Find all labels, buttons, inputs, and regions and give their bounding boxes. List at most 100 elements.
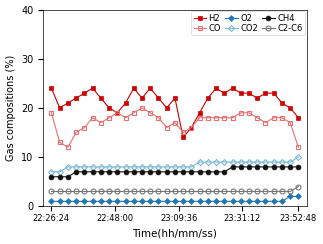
- O2: [288, 195, 292, 198]
- CO: [190, 126, 193, 129]
- C2-C6: [82, 190, 86, 193]
- H2: [198, 111, 202, 114]
- C2-C6: [181, 190, 185, 193]
- H2: [255, 97, 259, 100]
- O2: [107, 200, 111, 203]
- O2: [231, 200, 234, 203]
- CO2: [107, 165, 111, 168]
- H2: [115, 111, 119, 114]
- C2-C6: [272, 190, 276, 193]
- Y-axis label: Gas compositions (%): Gas compositions (%): [5, 55, 16, 161]
- CO: [148, 111, 152, 114]
- CO: [206, 116, 210, 119]
- CO: [165, 126, 169, 129]
- H2: [99, 97, 103, 100]
- H2: [247, 92, 251, 95]
- CO: [222, 116, 226, 119]
- H2: [140, 97, 144, 100]
- CH4: [239, 165, 243, 168]
- CO: [181, 131, 185, 134]
- C2-C6: [91, 190, 95, 193]
- CO2: [247, 161, 251, 163]
- O2: [272, 200, 276, 203]
- CH4: [288, 165, 292, 168]
- CO: [214, 116, 218, 119]
- O2: [190, 200, 193, 203]
- CO: [288, 121, 292, 124]
- H2: [91, 87, 95, 90]
- H2: [165, 106, 169, 109]
- CO2: [132, 165, 136, 168]
- CO: [173, 121, 177, 124]
- CO: [198, 116, 202, 119]
- C2-C6: [264, 190, 267, 193]
- O2: [66, 200, 70, 203]
- CO: [280, 116, 284, 119]
- O2: [99, 200, 103, 203]
- Line: C2-C6: C2-C6: [49, 184, 301, 194]
- C2-C6: [165, 190, 169, 193]
- CH4: [157, 170, 161, 173]
- H2: [190, 126, 193, 129]
- CO: [124, 116, 128, 119]
- CH4: [214, 170, 218, 173]
- CO2: [222, 161, 226, 163]
- CO2: [198, 161, 202, 163]
- CH4: [49, 175, 53, 178]
- O2: [255, 200, 259, 203]
- CO: [272, 116, 276, 119]
- CH4: [190, 170, 193, 173]
- CO: [107, 116, 111, 119]
- O2: [124, 200, 128, 203]
- CO2: [82, 165, 86, 168]
- O2: [198, 200, 202, 203]
- C2-C6: [115, 190, 119, 193]
- H2: [58, 106, 62, 109]
- CO2: [264, 161, 267, 163]
- CO: [49, 111, 53, 114]
- C2-C6: [214, 190, 218, 193]
- H2: [49, 87, 53, 90]
- H2: [132, 87, 136, 90]
- C2-C6: [124, 190, 128, 193]
- CH4: [66, 175, 70, 178]
- O2: [247, 200, 251, 203]
- O2: [206, 200, 210, 203]
- CH4: [58, 175, 62, 178]
- CO2: [190, 165, 193, 168]
- C2-C6: [222, 190, 226, 193]
- CO: [264, 121, 267, 124]
- CO2: [280, 161, 284, 163]
- CO2: [255, 161, 259, 163]
- CO: [231, 116, 234, 119]
- C2-C6: [140, 190, 144, 193]
- C2-C6: [58, 190, 62, 193]
- X-axis label: Time(hh/mm/ss): Time(hh/mm/ss): [132, 228, 217, 238]
- CH4: [99, 170, 103, 173]
- CO: [157, 116, 161, 119]
- O2: [82, 200, 86, 203]
- CO2: [140, 165, 144, 168]
- CH4: [255, 165, 259, 168]
- CH4: [107, 170, 111, 173]
- H2: [206, 97, 210, 100]
- H2: [288, 106, 292, 109]
- H2: [124, 102, 128, 104]
- H2: [214, 87, 218, 90]
- H2: [239, 92, 243, 95]
- CO: [66, 146, 70, 149]
- C2-C6: [157, 190, 161, 193]
- O2: [214, 200, 218, 203]
- CO2: [58, 170, 62, 173]
- O2: [132, 200, 136, 203]
- CO2: [214, 161, 218, 163]
- H2: [107, 106, 111, 109]
- CO2: [206, 161, 210, 163]
- O2: [49, 200, 53, 203]
- CH4: [124, 170, 128, 173]
- CO: [115, 111, 119, 114]
- CH4: [140, 170, 144, 173]
- O2: [264, 200, 267, 203]
- CH4: [247, 165, 251, 168]
- CO2: [148, 165, 152, 168]
